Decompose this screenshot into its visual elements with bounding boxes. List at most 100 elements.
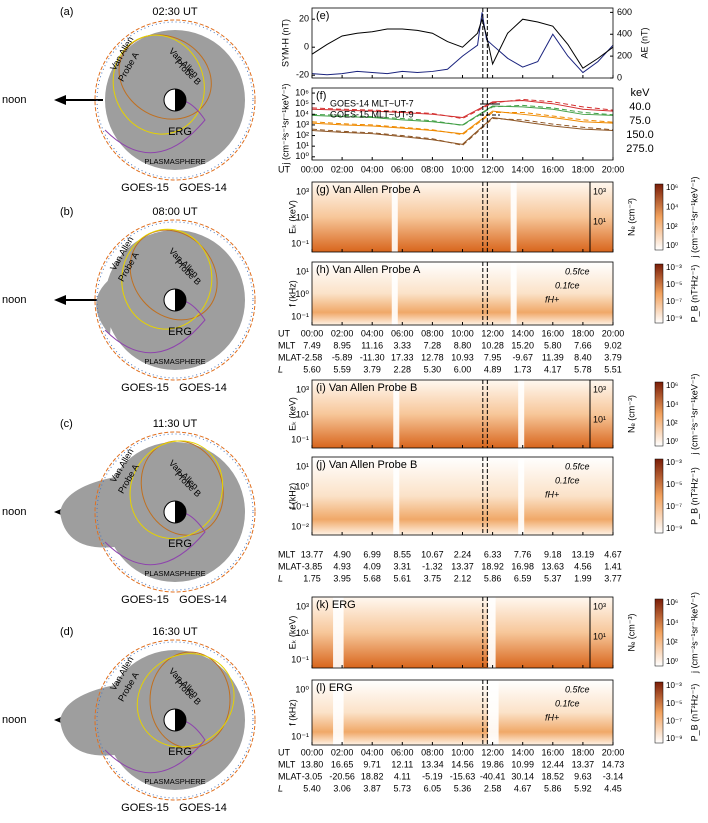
ne-axis-label: Nₑ (cm⁻³) bbox=[626, 198, 636, 236]
colorbar bbox=[654, 598, 664, 667]
table-value: 2.28 bbox=[394, 364, 412, 374]
table-value: 4.45 bbox=[604, 783, 622, 793]
table-value: 5.51 bbox=[604, 364, 622, 374]
flux-line bbox=[311, 110, 614, 135]
table-value: 3.95 bbox=[333, 573, 351, 583]
table-value: -20.56 bbox=[329, 771, 355, 781]
goes14-label: GOES-14 bbox=[179, 382, 227, 394]
table-value: 3.31 bbox=[394, 561, 412, 571]
colorbar bbox=[654, 263, 664, 324]
table-value: 6.59 bbox=[514, 573, 532, 583]
panel-label: (k) ERG bbox=[316, 599, 356, 611]
table-value: 6.33 bbox=[484, 549, 502, 559]
table-value: 18.92 bbox=[481, 561, 504, 571]
x-tick-label: 16:00 bbox=[542, 328, 565, 338]
erg-label: ERG bbox=[168, 538, 192, 550]
x-tick-label: 20:00 bbox=[602, 747, 625, 757]
y-tick-label: 10³ bbox=[296, 601, 309, 611]
data-gap bbox=[488, 597, 496, 668]
goes15-label: GOES-15 bbox=[121, 802, 169, 814]
erg-label: ERG bbox=[168, 746, 192, 758]
y2-tick-label: 600 bbox=[617, 7, 632, 17]
geo-orbit bbox=[94, 219, 256, 381]
y-tick-label: 10¹ bbox=[296, 141, 309, 151]
row-label: MLAT bbox=[278, 352, 302, 362]
x-tick-label: 16:00 bbox=[542, 164, 565, 174]
table-value: 4.90 bbox=[333, 549, 351, 559]
table-value: 5.80 bbox=[544, 340, 562, 350]
spectrogram bbox=[312, 680, 613, 745]
legend-entry: 275.0 bbox=[626, 143, 654, 155]
table-value: 4.93 bbox=[333, 561, 351, 571]
x-tick-label: 08:00 bbox=[421, 747, 444, 757]
spectrogram bbox=[312, 457, 613, 535]
line-annotation: 0.5fce bbox=[565, 461, 590, 471]
table-value: 7.49 bbox=[303, 340, 321, 350]
data-gap bbox=[518, 380, 525, 448]
flux-line-dashed bbox=[311, 104, 614, 126]
table-value: 16.65 bbox=[331, 759, 354, 769]
y-tick-label: 10⁰ bbox=[295, 481, 309, 491]
y-tick-label: 10⁵ bbox=[295, 98, 309, 108]
y-tick-label: 10² bbox=[296, 130, 309, 140]
earth-night bbox=[175, 289, 186, 311]
table-value: 5.61 bbox=[394, 573, 412, 583]
plasmasphere-label: PLASMASPHERE bbox=[144, 357, 205, 366]
table-value: 18.82 bbox=[361, 771, 384, 781]
y-tick-label: 10⁰ bbox=[295, 684, 309, 694]
flux-line-dashed bbox=[311, 111, 614, 136]
table-value: 9.63 bbox=[574, 771, 592, 781]
table-value: 5.36 bbox=[454, 783, 472, 793]
flux-line bbox=[311, 105, 614, 126]
line-annotation: 0.1fce bbox=[555, 280, 580, 290]
ne-tick-label: 10¹ bbox=[593, 216, 606, 226]
row-label: L bbox=[278, 573, 283, 583]
row-label: MLT bbox=[278, 549, 296, 559]
colorbar-label: j (cm⁻²s⁻¹sr⁻¹keV⁻¹) bbox=[689, 374, 699, 456]
x-tick-label: 12:00 bbox=[481, 747, 504, 757]
table-value: -3.85 bbox=[302, 561, 323, 571]
table-value: 5.68 bbox=[363, 573, 381, 583]
table-value: 1.41 bbox=[604, 561, 622, 571]
ne-tick-label: 10³ bbox=[593, 601, 606, 611]
ne-tick-label: 10¹ bbox=[593, 631, 606, 641]
table-value: 14.56 bbox=[451, 759, 474, 769]
goes15-label: GOES-15 bbox=[121, 382, 169, 394]
y-tick-label: -20 bbox=[296, 70, 309, 80]
colorbar-label: j (cm⁻²s⁻¹sr⁻¹keV⁻¹) bbox=[689, 177, 699, 259]
table-value: 13.63 bbox=[542, 561, 565, 571]
table-value: 10.67 bbox=[421, 549, 444, 559]
geo-orbit bbox=[94, 639, 256, 801]
plasmasphere-label: PLASMASPHERE bbox=[144, 777, 205, 786]
x-tick-label: 08:00 bbox=[421, 328, 444, 338]
table-value: 19.86 bbox=[481, 759, 504, 769]
noon-label: noon bbox=[2, 294, 26, 306]
panel-label: (e) bbox=[316, 10, 329, 22]
colorbar-tick-label: 10⁻³ bbox=[666, 458, 682, 467]
probe-a-orbit bbox=[129, 229, 218, 321]
plasmasphere-label: PLASMASPHERE bbox=[144, 157, 205, 166]
y-axis-label: f (kHz) bbox=[287, 280, 297, 307]
line-annotation: 0.5fce bbox=[565, 266, 590, 276]
line-annotation: fH+ bbox=[545, 294, 559, 304]
colorbar-tick-label: 10⁶ bbox=[666, 183, 678, 192]
ne-tick-label: 10¹ bbox=[593, 414, 606, 424]
table-value: 13.19 bbox=[572, 549, 595, 559]
table-value: 2.12 bbox=[454, 573, 472, 583]
table-value: 3.87 bbox=[363, 783, 381, 793]
table-value: 5.40 bbox=[303, 783, 321, 793]
table-value: 3.79 bbox=[604, 352, 622, 362]
legend-entry: 40.0 bbox=[629, 101, 650, 113]
probe-b-orbit bbox=[121, 228, 213, 330]
x-tick-label: 04:00 bbox=[361, 164, 384, 174]
colorbar-tick-label: 10⁰ bbox=[666, 657, 678, 666]
arrow-head bbox=[54, 95, 66, 105]
table-value: 13.37 bbox=[451, 561, 474, 571]
x-tick-label: 00:00 bbox=[301, 328, 324, 338]
colorbar-label: P_B (nT²Hz⁻¹) bbox=[689, 467, 699, 525]
x-tick-label: 14:00 bbox=[511, 164, 534, 174]
table-value: -2.58 bbox=[302, 352, 323, 362]
y-tick-label: 0 bbox=[304, 42, 309, 52]
y-tick-label: 10⁰ bbox=[295, 289, 309, 299]
x-tick-label: 18:00 bbox=[572, 164, 595, 174]
